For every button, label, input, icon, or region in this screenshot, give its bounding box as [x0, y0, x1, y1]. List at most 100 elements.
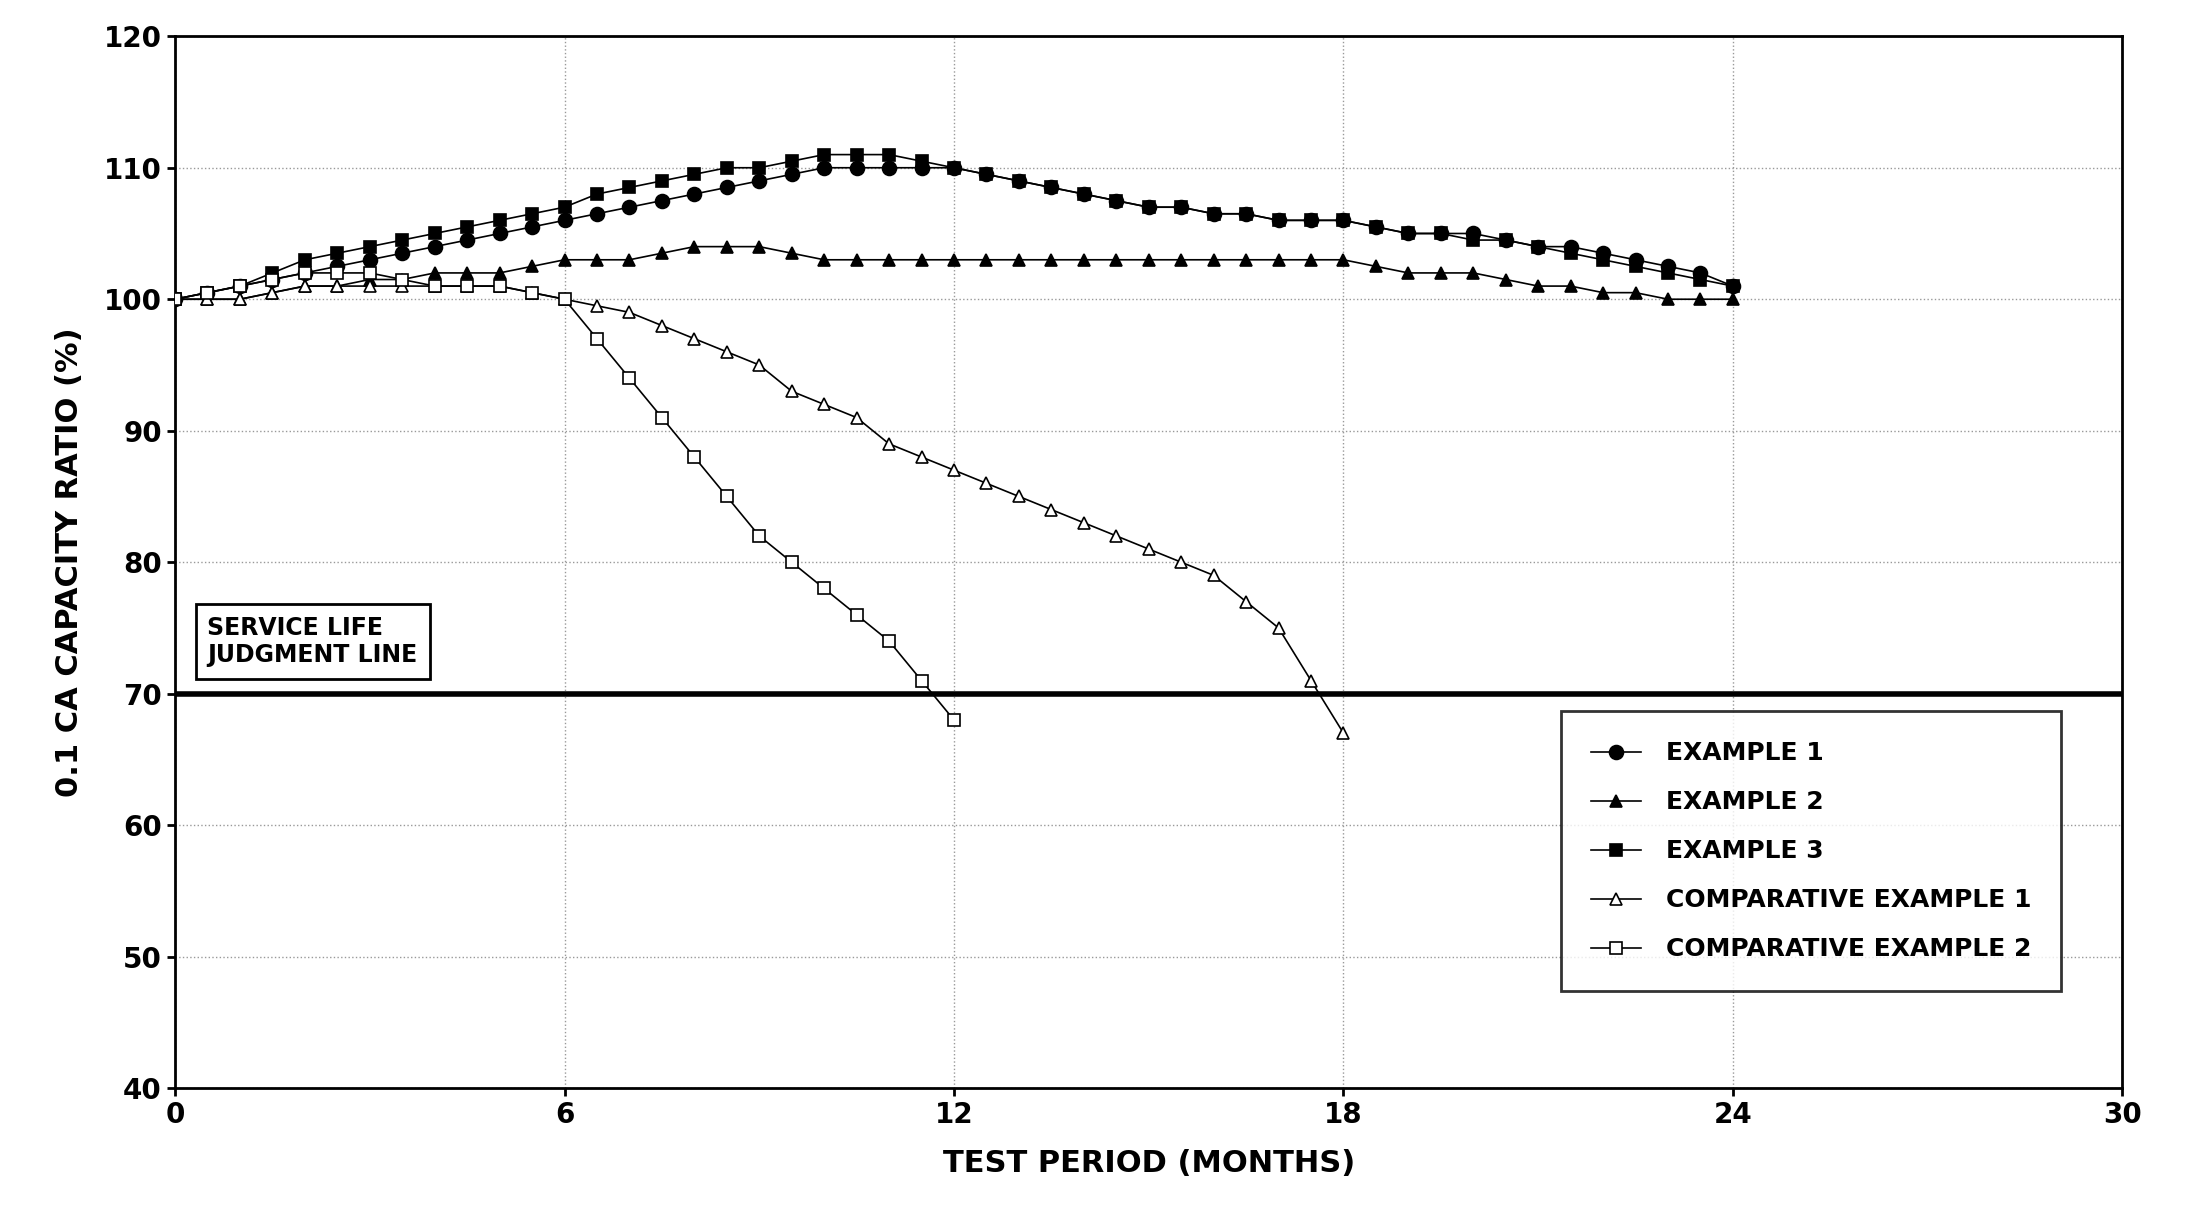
COMPARATIVE EXAMPLE 2: [648, 410, 674, 424]
EXAMPLE 1: [422, 239, 449, 254]
EXAMPLE 2: [908, 253, 934, 267]
COMPARATIVE EXAMPLE 1: [389, 279, 416, 294]
EXAMPLE 1: [1525, 239, 1551, 254]
EXAMPLE 2: [422, 266, 449, 280]
EXAMPLE 3: [812, 147, 838, 162]
EXAMPLE 1: [324, 259, 350, 273]
EXAMPLE 2: [1396, 266, 1422, 280]
EXAMPLE 3: [974, 167, 1000, 181]
COMPARATIVE EXAMPLE 1: [228, 293, 254, 307]
EXAMPLE 1: [389, 245, 416, 260]
EXAMPLE 1: [812, 161, 838, 175]
EXAMPLE 2: [941, 253, 967, 267]
EXAMPLE 1: [845, 161, 871, 175]
EXAMPLE 3: [1459, 233, 1486, 248]
EXAMPLE 3: [713, 161, 740, 175]
EXAMPLE 2: [680, 239, 707, 254]
EXAMPLE 1: [941, 161, 967, 175]
EXAMPLE 2: [195, 293, 221, 307]
EXAMPLE 1: [1687, 266, 1713, 280]
EXAMPLE 2: [291, 279, 317, 294]
EXAMPLE 3: [389, 233, 416, 248]
COMPARATIVE EXAMPLE 1: [486, 279, 512, 294]
EXAMPLE 1: [228, 279, 254, 294]
COMPARATIVE EXAMPLE 1: [875, 436, 901, 451]
COMPARATIVE EXAMPLE 1: [648, 318, 674, 332]
EXAMPLE 3: [779, 154, 805, 168]
EXAMPLE 3: [908, 154, 934, 168]
EXAMPLE 2: [1136, 253, 1162, 267]
EXAMPLE 3: [1234, 207, 1260, 221]
COMPARATIVE EXAMPLE 1: [680, 331, 707, 346]
EXAMPLE 3: [162, 293, 188, 307]
EXAMPLE 3: [1297, 213, 1324, 227]
EXAMPLE 1: [1558, 239, 1584, 254]
EXAMPLE 3: [1525, 239, 1551, 254]
COMPARATIVE EXAMPLE 1: [908, 450, 934, 464]
EXAMPLE 2: [162, 293, 188, 307]
COMPARATIVE EXAMPLE 2: [875, 634, 901, 648]
EXAMPLE 2: [617, 253, 643, 267]
EXAMPLE 2: [812, 253, 838, 267]
COMPARATIVE EXAMPLE 1: [845, 410, 871, 424]
COMPARATIVE EXAMPLE 1: [162, 293, 188, 307]
COMPARATIVE EXAMPLE 2: [812, 582, 838, 596]
EXAMPLE 2: [1558, 279, 1584, 294]
COMPARATIVE EXAMPLE 1: [746, 358, 772, 372]
EXAMPLE 1: [1363, 220, 1389, 235]
EXAMPLE 2: [486, 266, 512, 280]
EXAMPLE 3: [1103, 193, 1129, 208]
COMPARATIVE EXAMPLE 1: [1070, 515, 1096, 530]
EXAMPLE 2: [455, 266, 481, 280]
EXAMPLE 1: [1492, 233, 1518, 248]
EXAMPLE 3: [195, 285, 221, 300]
COMPARATIVE EXAMPLE 2: [941, 713, 967, 728]
COMPARATIVE EXAMPLE 1: [455, 279, 481, 294]
COMPARATIVE EXAMPLE 1: [551, 293, 578, 307]
COMPARATIVE EXAMPLE 2: [162, 293, 188, 307]
EXAMPLE 2: [1039, 253, 1066, 267]
EXAMPLE 1: [1720, 279, 1746, 294]
EXAMPLE 1: [680, 187, 707, 202]
EXAMPLE 2: [1525, 279, 1551, 294]
EXAMPLE 1: [486, 226, 512, 241]
COMPARATIVE EXAMPLE 1: [779, 384, 805, 399]
EXAMPLE 1: [1265, 213, 1291, 227]
COMPARATIVE EXAMPLE 1: [1297, 673, 1324, 688]
COMPARATIVE EXAMPLE 2: [422, 279, 449, 294]
COMPARATIVE EXAMPLE 2: [908, 673, 934, 688]
EXAMPLE 1: [746, 174, 772, 189]
EXAMPLE 3: [1591, 253, 1617, 267]
EXAMPLE 3: [1396, 226, 1422, 241]
EXAMPLE 1: [1330, 213, 1357, 227]
EXAMPLE 1: [974, 167, 1000, 181]
EXAMPLE 2: [389, 272, 416, 287]
EXAMPLE 2: [1687, 293, 1713, 307]
COMPARATIVE EXAMPLE 1: [1006, 490, 1033, 504]
EXAMPLE 2: [1297, 253, 1324, 267]
Line: COMPARATIVE EXAMPLE 1: COMPARATIVE EXAMPLE 1: [168, 279, 1350, 740]
EXAMPLE 3: [1070, 187, 1096, 202]
COMPARATIVE EXAMPLE 2: [258, 272, 284, 287]
EXAMPLE 3: [1039, 180, 1066, 195]
COMPARATIVE EXAMPLE 2: [680, 450, 707, 464]
EXAMPLE 2: [584, 253, 610, 267]
COMPARATIVE EXAMPLE 2: [357, 266, 383, 280]
EXAMPLE 3: [1265, 213, 1291, 227]
COMPARATIVE EXAMPLE 2: [779, 555, 805, 569]
EXAMPLE 3: [1136, 199, 1162, 214]
EXAMPLE 1: [1234, 207, 1260, 221]
COMPARATIVE EXAMPLE 1: [357, 279, 383, 294]
EXAMPLE 3: [519, 207, 545, 221]
EXAMPLE 3: [1654, 266, 1680, 280]
EXAMPLE 1: [455, 233, 481, 248]
Legend: EXAMPLE 1, EXAMPLE 2, EXAMPLE 3, COMPARATIVE EXAMPLE 1, COMPARATIVE EXAMPLE 2: EXAMPLE 1, EXAMPLE 2, EXAMPLE 3, COMPARA…: [1560, 711, 2061, 991]
EXAMPLE 1: [1168, 199, 1195, 214]
EXAMPLE 3: [324, 245, 350, 260]
EXAMPLE 3: [680, 167, 707, 181]
COMPARATIVE EXAMPLE 2: [324, 266, 350, 280]
COMPARATIVE EXAMPLE 2: [551, 293, 578, 307]
EXAMPLE 3: [1492, 233, 1518, 248]
EXAMPLE 2: [1103, 253, 1129, 267]
COMPARATIVE EXAMPLE 2: [746, 528, 772, 543]
